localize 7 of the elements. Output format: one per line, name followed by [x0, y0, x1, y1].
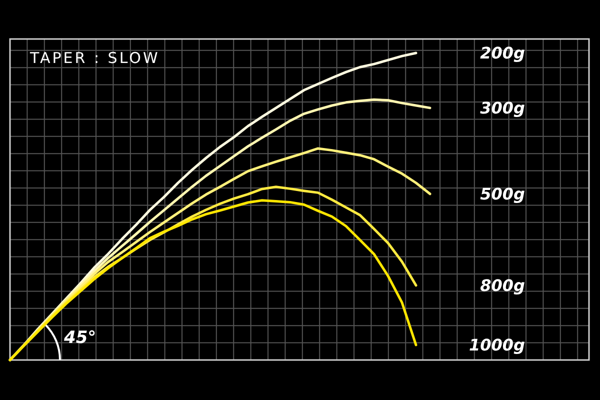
annotation: 45°: [63, 328, 96, 348]
text: 1000g: [469, 336, 525, 355]
text: 300g: [480, 98, 525, 118]
text: 800g: [480, 276, 525, 295]
chart-title: TAPER : SLOW: [29, 49, 160, 67]
text: 500g: [480, 184, 525, 204]
text: 200g: [480, 44, 525, 63]
